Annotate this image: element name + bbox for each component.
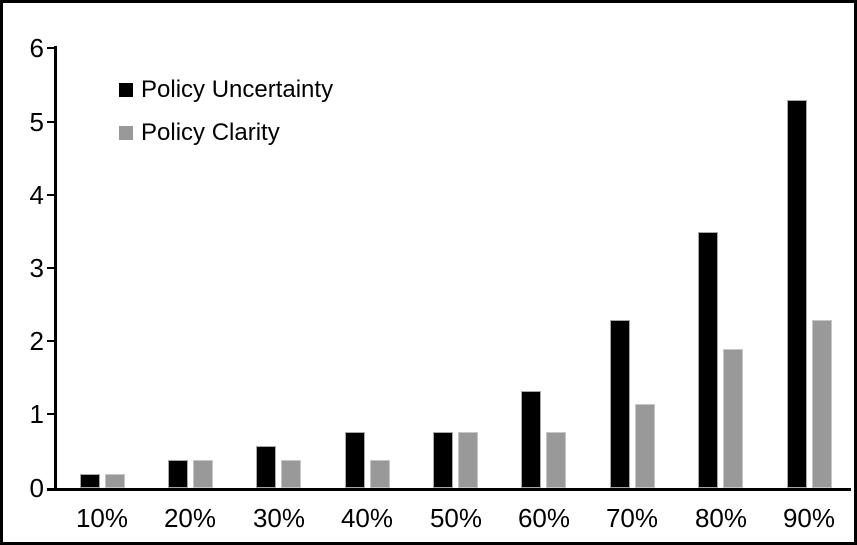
- y-axis-tick-label: 2: [29, 326, 44, 356]
- bar-policy-clarity: [370, 460, 390, 488]
- y-axis-tick-label: 5: [29, 107, 44, 137]
- y-axis-tick-label: 6: [29, 33, 44, 63]
- bar-policy-clarity: [281, 460, 301, 488]
- x-axis-category-label: 40%: [340, 503, 394, 533]
- y-axis-tick: [47, 340, 55, 342]
- legend-item: Policy Uncertainty: [119, 76, 333, 103]
- bar-policy-uncertainty: [698, 232, 718, 488]
- legend-swatch-policy-clarity: [119, 125, 133, 140]
- x-axis-category-label: 10%: [75, 503, 129, 533]
- bar-policy-uncertainty: [610, 320, 630, 488]
- bar-policy-clarity: [546, 432, 566, 488]
- bar-policy-clarity: [635, 404, 655, 488]
- legend-label: Policy Uncertainty: [141, 75, 334, 103]
- bar-policy-uncertainty: [787, 100, 807, 488]
- bar-policy-clarity: [458, 432, 478, 488]
- bar-policy-uncertainty: [168, 460, 188, 488]
- legend-item: Policy Clarity: [119, 119, 333, 146]
- y-axis-line: [54, 46, 57, 491]
- y-axis-tick-label: 3: [29, 253, 44, 283]
- y-axis-tick: [47, 267, 55, 269]
- bar-policy-clarity: [723, 349, 743, 488]
- bar-policy-uncertainty: [80, 474, 100, 488]
- x-axis-category-label: 30%: [252, 503, 306, 533]
- legend-swatch-policy-uncertainty: [119, 82, 133, 97]
- bar-policy-clarity: [193, 460, 213, 488]
- bar-policy-uncertainty: [433, 432, 453, 488]
- y-axis-tick-label: 0: [29, 473, 44, 503]
- bar-policy-clarity: [812, 320, 832, 488]
- y-axis-tick: [47, 413, 55, 415]
- y-axis-tick: [47, 47, 55, 49]
- x-axis-category-label: 50%: [429, 503, 483, 533]
- x-axis-category-label: 60%: [517, 503, 571, 533]
- bar-policy-uncertainty: [345, 432, 365, 488]
- legend: Policy Uncertainty Policy Clarity: [119, 76, 333, 162]
- x-axis-category-label: 20%: [163, 503, 217, 533]
- y-axis-tick-label: 1: [29, 399, 44, 429]
- legend-label: Policy Clarity: [141, 118, 280, 146]
- bar-policy-uncertainty: [521, 391, 541, 488]
- x-axis-category-label: 70%: [605, 503, 659, 533]
- bar-policy-uncertainty: [256, 446, 276, 488]
- x-axis-category-label: 80%: [694, 503, 748, 533]
- y-axis-tick: [47, 121, 55, 123]
- x-axis-category-label: 90%: [782, 503, 836, 533]
- y-axis-tick-label: 4: [29, 180, 44, 210]
- y-axis-tick: [47, 194, 55, 196]
- bar-policy-clarity: [105, 474, 125, 488]
- x-axis-line: [47, 488, 851, 491]
